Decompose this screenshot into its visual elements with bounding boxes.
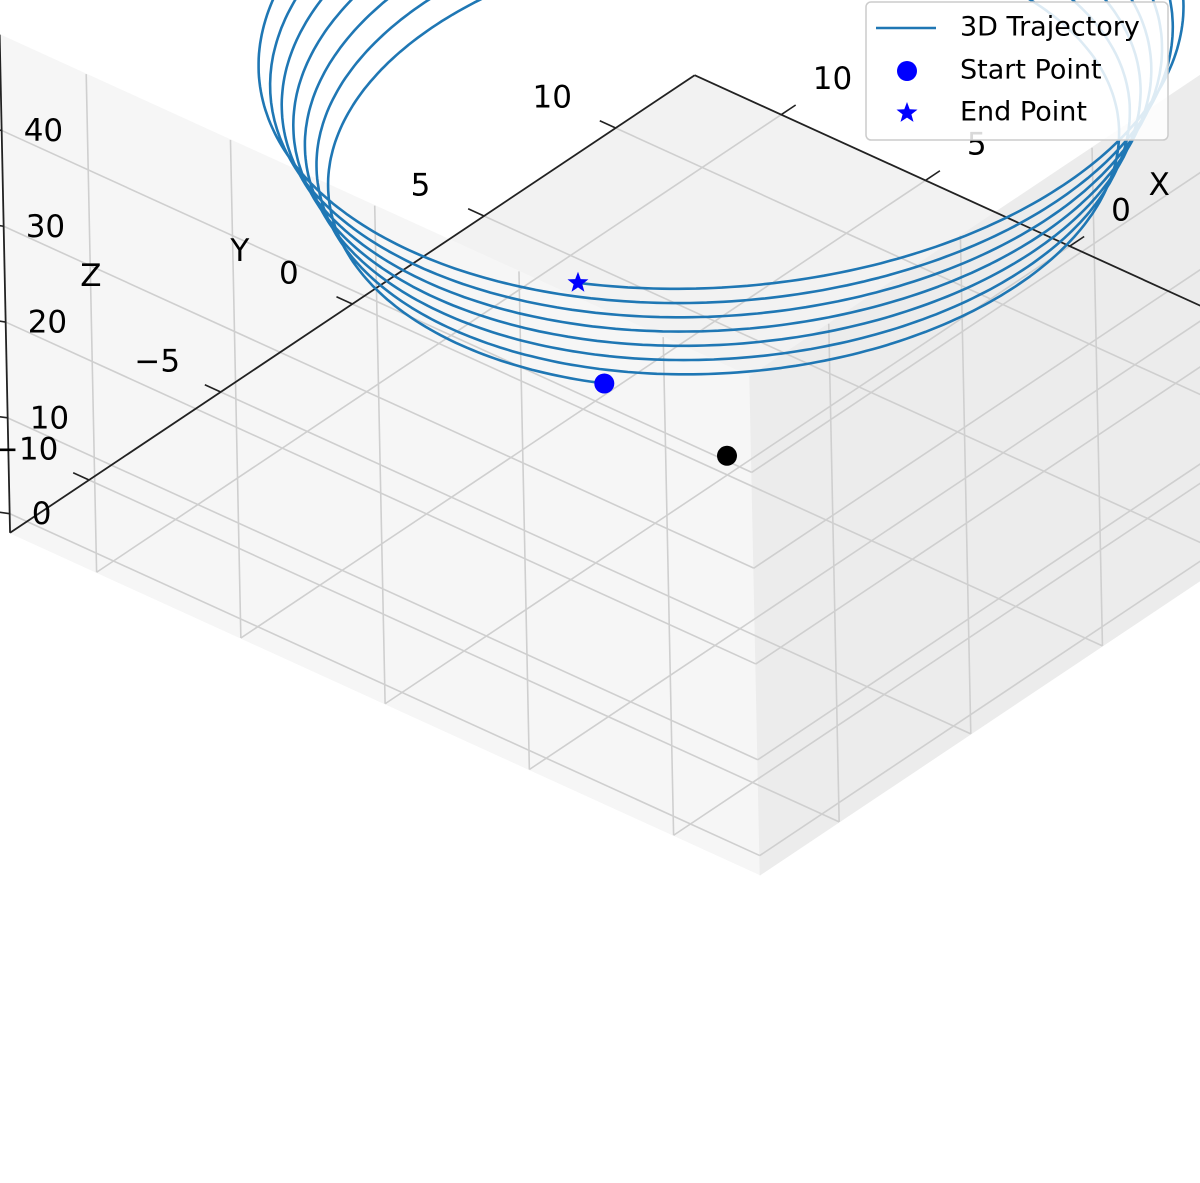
z-tick-label: 20 bbox=[28, 305, 67, 341]
z-gridline-wall-y bbox=[3, 225, 755, 569]
z-tick-label: 30 bbox=[26, 209, 65, 245]
x-gridline-wall bbox=[229, 139, 242, 639]
y-tick-label: −10 bbox=[0, 432, 58, 468]
y-tick-mark bbox=[599, 120, 616, 129]
z-axis-line bbox=[0, 34, 11, 533]
y-gridline-wall bbox=[959, 235, 972, 734]
legend-start-marker bbox=[897, 61, 917, 81]
legend-entry-trajectory: 3D Trajectory bbox=[960, 12, 1140, 43]
y-tick-mark bbox=[467, 208, 485, 217]
y-gridline-floor bbox=[220, 391, 972, 735]
y-axis-label: Y bbox=[229, 233, 249, 269]
x-gridline-wall bbox=[662, 337, 675, 836]
y-gridline-floor bbox=[615, 127, 1200, 396]
y-tick-label: −5 bbox=[134, 344, 180, 380]
y-tick-label: 10 bbox=[532, 80, 571, 116]
x-tick-mark bbox=[780, 104, 797, 116]
z-gridline-wall-x bbox=[753, 268, 1200, 569]
legend-box bbox=[865, 1, 1169, 141]
z-tick-label: 40 bbox=[24, 113, 63, 149]
z-tick-label: 10 bbox=[30, 400, 69, 436]
z-tick-mark bbox=[0, 320, 6, 323]
z-gridline-wall-y bbox=[7, 417, 759, 761]
legend-entry-end-point: End Point bbox=[960, 97, 1087, 128]
y-tick-mark bbox=[72, 472, 90, 481]
x-tick-mark bbox=[1069, 235, 1085, 247]
legend-end-star-icon bbox=[896, 102, 918, 122]
z-gridline-wall-x bbox=[757, 463, 1200, 761]
trajectory-line bbox=[257, 0, 1185, 385]
gridlines bbox=[1, 74, 1200, 857]
z-tick-label: 0 bbox=[32, 496, 52, 532]
z-gridline-wall-x bbox=[759, 560, 1200, 857]
legend: 3D Trajectory Start Point End Point bbox=[865, 1, 1169, 141]
x-tick-label: 0 bbox=[1111, 192, 1131, 228]
z-gridline-wall-x bbox=[755, 366, 1200, 665]
back-pane-x bbox=[749, 74, 1200, 876]
y-gridline-floor bbox=[88, 479, 840, 823]
legend-entry-start-point: Start Point bbox=[960, 55, 1102, 86]
x-tick-label: 10 bbox=[813, 61, 852, 97]
x-gridline-wall bbox=[85, 74, 98, 573]
y-tick-label: 0 bbox=[279, 256, 299, 292]
z-gridline-wall-y bbox=[5, 321, 757, 665]
x-axis-label: X bbox=[1149, 167, 1170, 203]
y-gridline-wall bbox=[827, 323, 840, 822]
origin-point-marker bbox=[717, 445, 737, 466]
y-gridline-floor bbox=[483, 215, 1200, 544]
end-point-star-marker bbox=[567, 271, 589, 292]
z-axis-label: Z bbox=[80, 258, 101, 294]
y-tick-label: 5 bbox=[411, 168, 431, 204]
z-gridline-wall-x bbox=[751, 171, 1200, 474]
z-tick-mark bbox=[0, 511, 10, 515]
x-tick-mark bbox=[924, 170, 941, 182]
z-tick-mark bbox=[0, 224, 4, 228]
y-tick-mark bbox=[336, 296, 353, 305]
y-tick-mark bbox=[204, 384, 222, 393]
y-gridline-wall bbox=[1091, 147, 1104, 646]
z-tick-mark bbox=[0, 415, 8, 419]
plot-series bbox=[257, 0, 1185, 466]
z-gridline-wall-y bbox=[9, 512, 761, 857]
y-gridline-floor bbox=[352, 303, 1103, 647]
z-gridline-wall-y bbox=[1, 129, 753, 474]
start-point-marker bbox=[594, 373, 615, 394]
